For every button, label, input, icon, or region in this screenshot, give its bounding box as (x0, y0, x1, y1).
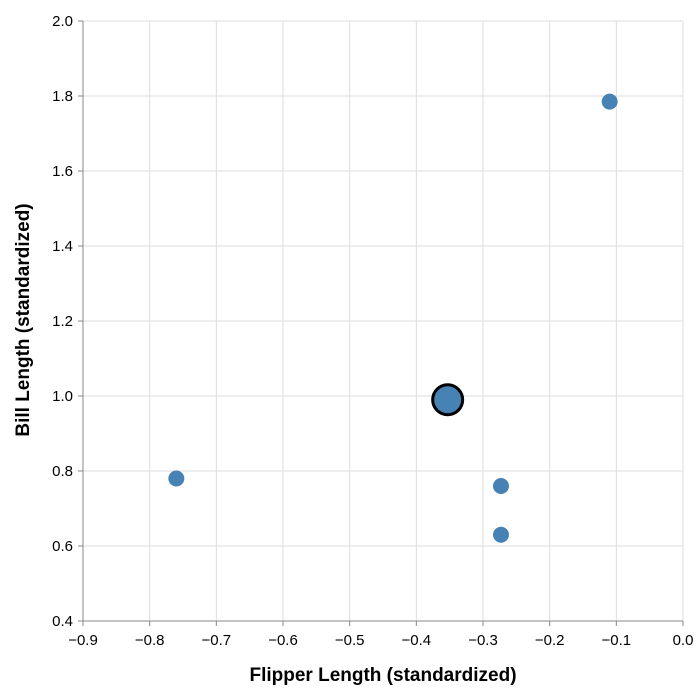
x-tick-label: −0.7 (202, 632, 232, 649)
x-tick-label: −0.6 (268, 632, 298, 649)
y-tick-label: 1.4 (52, 238, 73, 255)
highlighted-data-point (431, 383, 465, 417)
x-tick-label: −0.8 (135, 632, 165, 649)
x-axis-title: Flipper Length (standardized) (249, 665, 516, 686)
data-point (493, 526, 509, 543)
y-tick-label: 2.0 (52, 13, 73, 30)
y-tick-label: 0.8 (52, 463, 73, 480)
x-tick-label: −0.9 (68, 632, 98, 649)
data-point (493, 478, 509, 494)
data-points (168, 93, 618, 543)
y-tick-label: 0.6 (52, 538, 73, 555)
data-point (168, 470, 185, 487)
y-tick-label: 0.4 (52, 613, 73, 630)
x-tick-label: −0.4 (402, 632, 432, 649)
y-tick-label: 1.0 (52, 388, 73, 405)
data-point (601, 93, 618, 110)
y-tick-label: 1.6 (52, 163, 73, 180)
x-tick-label: −0.1 (602, 632, 632, 649)
x-tick-label: −0.5 (335, 632, 365, 649)
y-tick-label: 1.8 (52, 88, 73, 105)
y-tick-label: 1.2 (52, 313, 73, 330)
grid (82, 20, 684, 622)
x-tick-label: −0.3 (468, 632, 498, 649)
y-axis-title: Bill Length (standardized) (13, 203, 34, 436)
axes: −0.9 −0.8 −0.7 −0.6 −0.5 −0.4 −0.3 −0.2 −0.1 0.0 0… (52, 13, 693, 649)
x-tick-label: 0.0 (673, 632, 694, 649)
x-tick-label: −0.2 (535, 632, 565, 649)
